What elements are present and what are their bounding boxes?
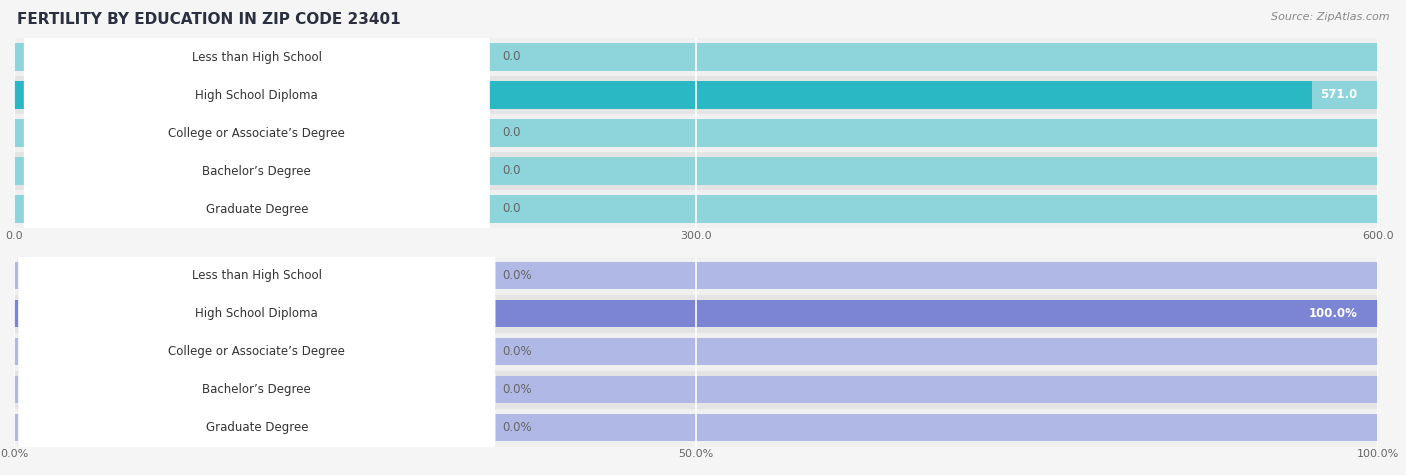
Bar — [14, 300, 1378, 327]
Text: Less than High School: Less than High School — [191, 50, 322, 64]
Bar — [14, 81, 1378, 109]
Text: College or Associate’s Degree: College or Associate’s Degree — [169, 126, 346, 140]
Bar — [14, 332, 1378, 371]
Text: 100.0%: 100.0% — [1309, 307, 1357, 320]
FancyBboxPatch shape — [18, 284, 495, 343]
Text: Bachelor’s Degree: Bachelor’s Degree — [202, 383, 311, 396]
Text: Less than High School: Less than High School — [191, 269, 322, 282]
Bar — [14, 119, 1378, 147]
Bar — [14, 190, 1378, 228]
Text: Source: ZipAtlas.com: Source: ZipAtlas.com — [1271, 12, 1389, 22]
Bar — [14, 256, 1378, 294]
Bar — [14, 294, 1378, 332]
Text: Bachelor’s Degree: Bachelor’s Degree — [202, 164, 311, 178]
FancyBboxPatch shape — [24, 28, 489, 86]
Text: FERTILITY BY EDUCATION IN ZIP CODE 23401: FERTILITY BY EDUCATION IN ZIP CODE 23401 — [17, 12, 401, 27]
Text: Graduate Degree: Graduate Degree — [205, 202, 308, 216]
Text: 0.0%: 0.0% — [502, 345, 531, 358]
Bar — [14, 370, 1378, 408]
Bar — [14, 300, 1378, 327]
Bar — [14, 152, 1378, 190]
FancyBboxPatch shape — [18, 398, 495, 457]
FancyBboxPatch shape — [24, 66, 489, 124]
Text: 0.0: 0.0 — [502, 164, 520, 178]
Bar — [14, 76, 1378, 114]
Bar — [14, 414, 1378, 441]
Text: 0.0: 0.0 — [502, 202, 520, 216]
FancyBboxPatch shape — [18, 246, 495, 305]
FancyBboxPatch shape — [24, 104, 489, 162]
Text: High School Diploma: High School Diploma — [195, 88, 318, 102]
FancyBboxPatch shape — [18, 322, 495, 381]
Bar — [14, 262, 1378, 289]
Text: High School Diploma: High School Diploma — [195, 307, 318, 320]
Text: 0.0%: 0.0% — [502, 383, 531, 396]
Text: 0.0: 0.0 — [502, 126, 520, 140]
Bar — [14, 81, 1312, 109]
Bar — [14, 43, 1378, 71]
Text: College or Associate’s Degree: College or Associate’s Degree — [169, 345, 346, 358]
Bar — [14, 38, 1378, 76]
Text: Graduate Degree: Graduate Degree — [205, 421, 308, 434]
FancyBboxPatch shape — [18, 360, 495, 419]
Bar — [14, 157, 1378, 185]
Text: 571.0: 571.0 — [1320, 88, 1357, 102]
Text: 0.0%: 0.0% — [502, 421, 531, 434]
Text: 0.0: 0.0 — [502, 50, 520, 64]
Bar — [14, 408, 1378, 446]
Text: 0.0%: 0.0% — [502, 269, 531, 282]
Bar — [14, 376, 1378, 403]
Bar — [14, 338, 1378, 365]
FancyBboxPatch shape — [24, 180, 489, 238]
Bar — [14, 114, 1378, 152]
FancyBboxPatch shape — [24, 142, 489, 200]
Bar — [14, 195, 1378, 223]
